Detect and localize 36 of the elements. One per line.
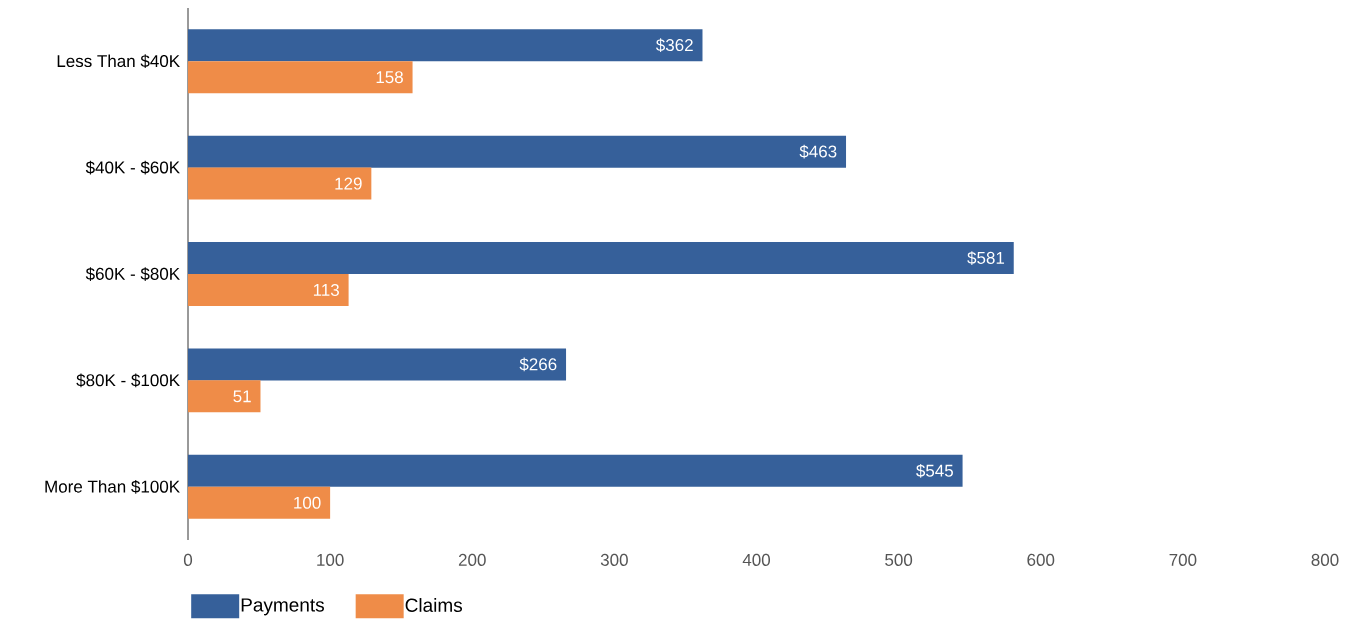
- data-label: $581: [967, 251, 1005, 265]
- bar: [188, 135, 847, 168]
- y-tick-label: $60K - $80K: [85, 267, 180, 281]
- bar: [188, 242, 1014, 275]
- bar: [188, 380, 261, 413]
- data-label: $463: [799, 144, 837, 159]
- x-tick-label: 300: [600, 553, 628, 566]
- data-label: $362: [655, 38, 693, 53]
- x-tick-label: 200: [458, 553, 486, 566]
- x-tick-label: 0: [183, 553, 193, 566]
- bar: [188, 167, 372, 200]
- data-label: $266: [519, 357, 557, 372]
- y-tick-label: Less Than $40K: [57, 54, 180, 69]
- y-tick-label: More Than $100K: [45, 479, 180, 494]
- x-tick-label: 700: [1169, 553, 1197, 566]
- y-tick-label: $80K - $100K: [76, 373, 180, 388]
- bar: [188, 486, 331, 519]
- data-label: 129: [335, 177, 362, 190]
- x-tick-label: 600: [1027, 553, 1055, 566]
- data-label: 51: [233, 390, 251, 403]
- data-label: 113: [313, 283, 339, 296]
- x-tick-label: 400: [742, 553, 771, 566]
- legend-label: Claims: [405, 598, 463, 612]
- bar: [188, 29, 703, 62]
- x-tick-label: 100: [317, 553, 344, 566]
- x-tick-label: 500: [885, 553, 913, 566]
- bar: [188, 454, 963, 487]
- data-label: $545: [916, 463, 953, 478]
- data-label: 100: [294, 496, 321, 509]
- bar: [188, 61, 413, 94]
- data-label: 158: [376, 71, 403, 84]
- bar: [188, 348, 567, 381]
- bar: [188, 273, 349, 306]
- y-tick-label: $40K - $60K: [85, 160, 180, 175]
- legend-label: Payments: [241, 598, 324, 616]
- x-tick-label: 800: [1311, 553, 1339, 566]
